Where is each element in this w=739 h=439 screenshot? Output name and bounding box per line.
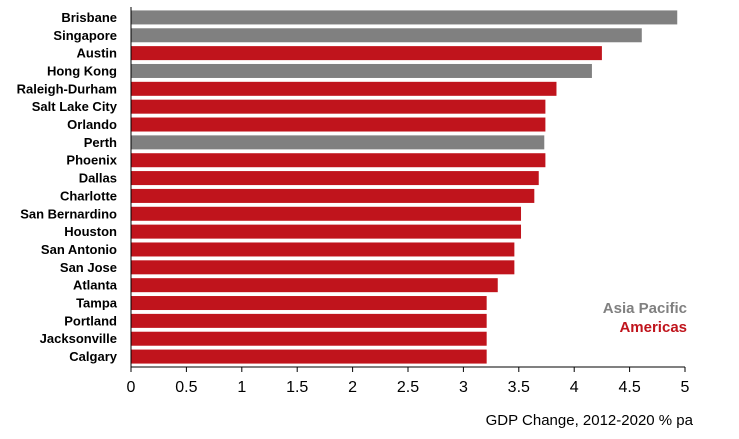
x-tick-label: 3.5 (508, 379, 530, 396)
category-label-charlotte: Charlotte (60, 188, 117, 203)
category-label-raleigh-durham: Raleigh-Durham (17, 81, 117, 96)
bar-brisbane (131, 10, 678, 25)
bar-portland (131, 313, 487, 328)
category-label-houston: Houston (64, 224, 117, 239)
category-label-phoenix: Phoenix (66, 153, 117, 168)
category-label-san-antonio: San Antonio (41, 242, 117, 257)
category-label-tampa: Tampa (76, 296, 118, 311)
bar-salt-lake-city (131, 99, 546, 114)
bar-perth (131, 135, 545, 150)
x-tick-label: 2.5 (397, 379, 419, 396)
category-label-portland: Portland (64, 313, 117, 328)
bar-houston (131, 224, 522, 239)
bars-group (131, 10, 678, 364)
bar-dallas (131, 171, 539, 186)
x-tick-label: 4.5 (618, 379, 640, 396)
bar-austin (131, 46, 602, 61)
bar-hong-kong (131, 63, 592, 78)
bar-tampa (131, 296, 487, 311)
category-label-austin: Austin (77, 46, 118, 61)
x-tick-label: 5 (681, 379, 690, 396)
category-labels: Brisbane Singapore Austin Hong Kong Raleigh-… (17, 10, 118, 364)
category-label-calgary: Calgary (69, 349, 117, 364)
category-label-san-jose: San Jose (60, 260, 117, 275)
category-label-singapore: Singapore (53, 28, 117, 43)
bar-charlotte (131, 188, 535, 203)
x-tick-label: 2 (348, 379, 357, 396)
x-axis-ticks: 0 0.5 1 1.5 2 2.5 3 3.5 4 4.5 5 (127, 367, 690, 396)
x-tick-label: 3 (459, 379, 468, 396)
category-label-san-bernardino: San Bernardino (20, 206, 117, 221)
category-label-atlanta: Atlanta (73, 278, 118, 293)
x-tick-label: 4 (570, 379, 579, 396)
bar-orlando (131, 117, 546, 132)
bar-calgary (131, 349, 487, 364)
legend-entry-americas: Americas (619, 319, 687, 336)
x-tick-label: 0.5 (175, 379, 197, 396)
bar-raleigh-durham (131, 81, 557, 96)
x-axis-title: GDP Change, 2012-2020 % pa (486, 412, 694, 429)
bar-atlanta (131, 278, 498, 293)
bar-jacksonville (131, 331, 487, 346)
x-tick-label: 0 (127, 379, 136, 396)
bar-san-bernardino (131, 206, 522, 221)
x-tick-label: 1.5 (286, 379, 308, 396)
legend-entry-asia-pacific: Asia Pacific (603, 300, 687, 317)
category-label-dallas: Dallas (79, 171, 117, 186)
category-label-hong-kong: Hong Kong (47, 63, 117, 78)
bar-phoenix (131, 153, 546, 168)
bar-san-antonio (131, 242, 515, 257)
category-label-orlando: Orlando (67, 117, 117, 132)
category-label-salt-lake-city: Salt Lake City (32, 99, 118, 114)
category-label-perth: Perth (84, 135, 117, 150)
legend: Asia Pacific Americas (603, 300, 687, 336)
bar-singapore (131, 28, 642, 43)
x-tick-label: 1 (237, 379, 246, 396)
category-label-brisbane: Brisbane (61, 10, 117, 25)
bar-san-jose (131, 260, 515, 275)
category-label-jacksonville: Jacksonville (40, 331, 117, 346)
